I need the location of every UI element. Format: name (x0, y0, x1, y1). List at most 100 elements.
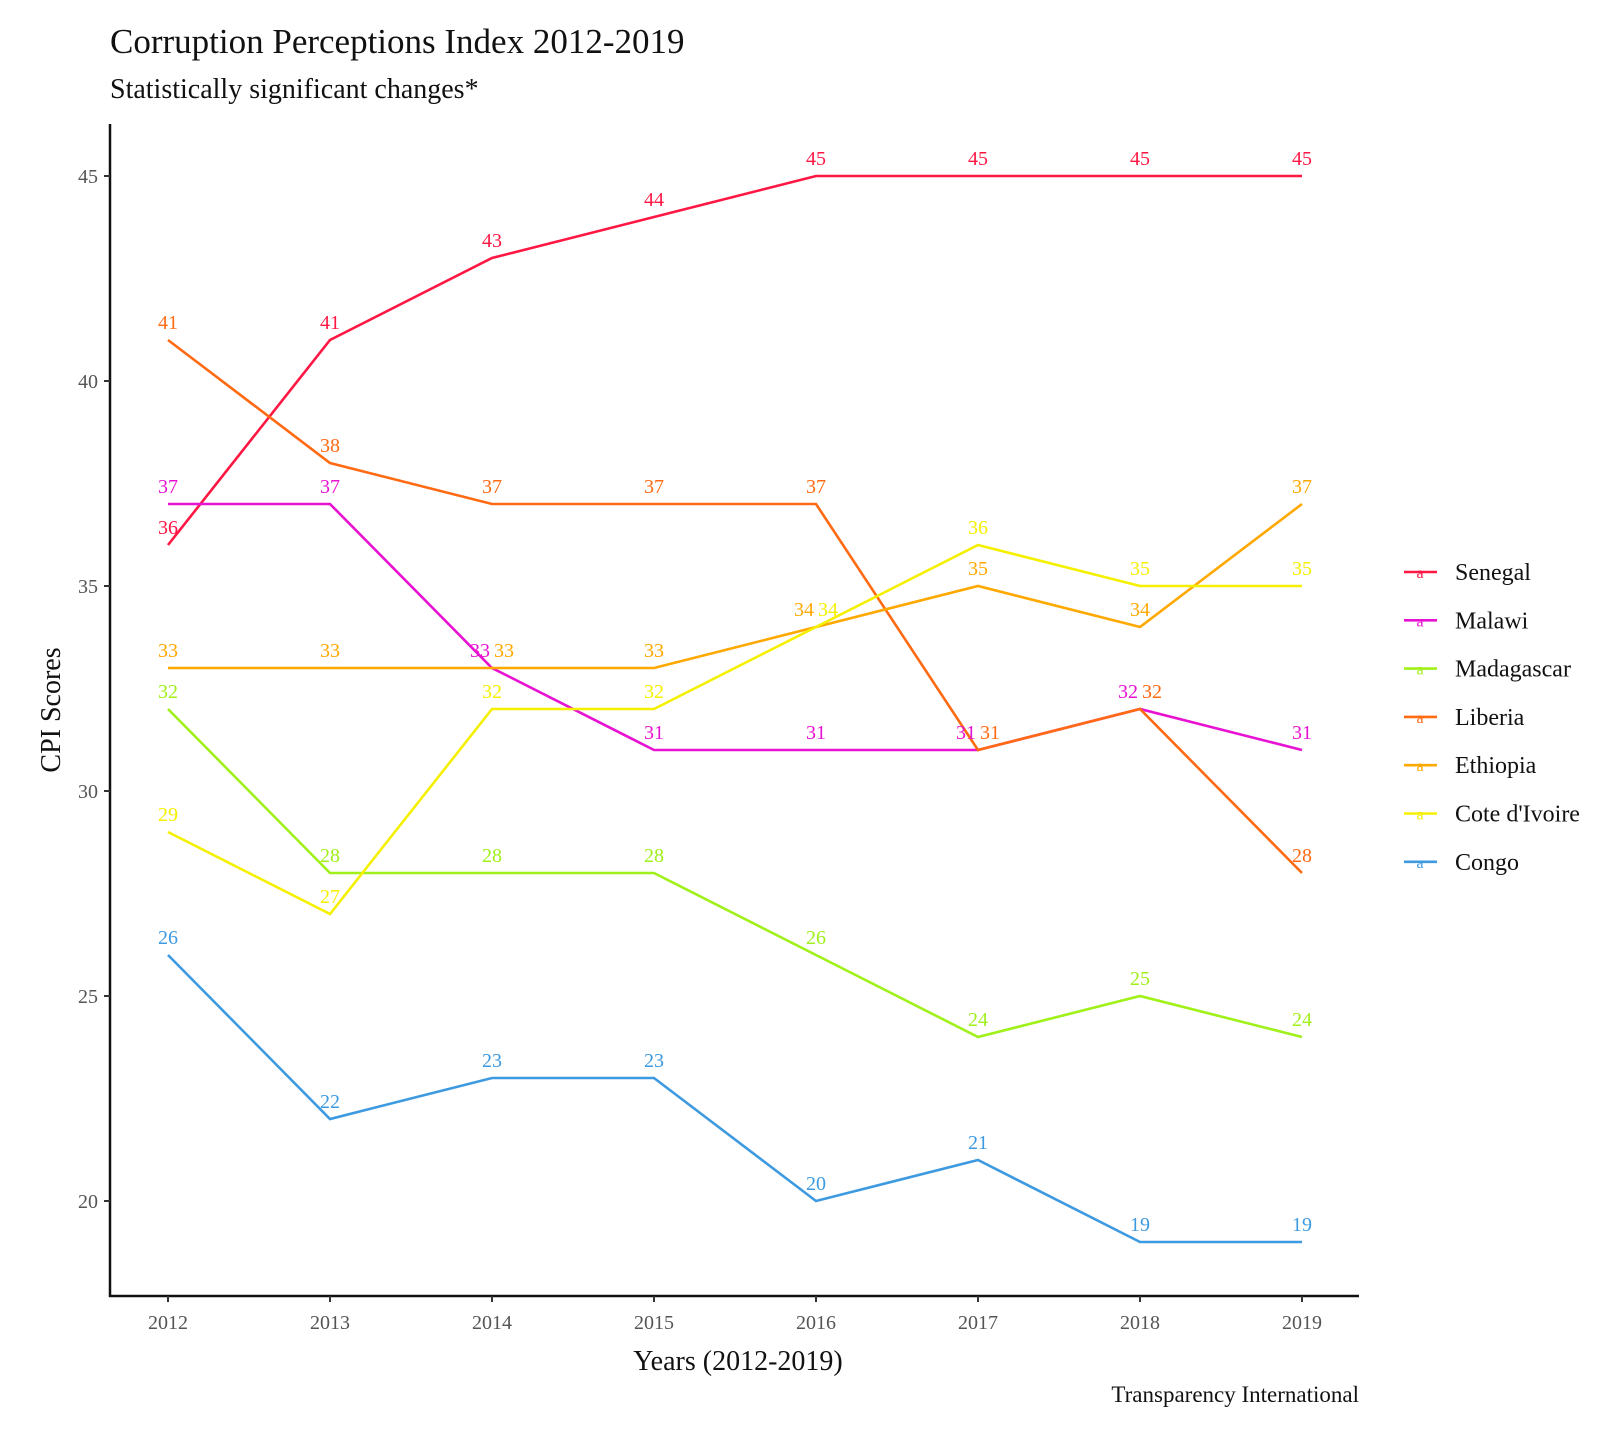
data-label: 31 (1292, 722, 1312, 744)
legend-key-glyph: a (1416, 662, 1423, 679)
data-label: 37 (806, 476, 826, 498)
data-label: 44 (644, 189, 664, 211)
x-tick-label: 2018 (1120, 1312, 1160, 1334)
data-label: 32 (158, 681, 178, 703)
data-label: 33 (644, 640, 664, 662)
series-line-cote-d-ivoire (167, 543, 1302, 916)
x-tick-label: 2014 (472, 1312, 512, 1334)
y-tick-label: 25 (78, 986, 98, 1008)
caption: Transparency International (1111, 1382, 1359, 1407)
legend-label: Ethiopia (1455, 753, 1537, 779)
legend: a Senegal a Malawi a Madagascar a Liberia a Ethio… (1404, 560, 1580, 876)
series-line-liberia (167, 338, 1303, 874)
data-label: 25 (1130, 968, 1150, 990)
y-tick-label: 45 (78, 166, 98, 188)
legend-key-glyph: a (1416, 710, 1423, 727)
x-tick-label: 2017 (958, 1312, 998, 1334)
legend-label: Malawi (1455, 608, 1529, 634)
data-label: 23 (482, 1050, 502, 1072)
data-label: 43 (482, 230, 502, 252)
legend-key-glyph: a (1416, 807, 1423, 824)
data-label: 33 (494, 640, 514, 662)
series-line-malawi (168, 502, 1303, 752)
data-label: 41 (158, 312, 178, 334)
data-label: 34 (818, 599, 838, 621)
legend-item: a Senegal (1404, 560, 1531, 586)
data-label: 45 (806, 148, 826, 170)
x-tick-label: 2019 (1282, 1312, 1322, 1334)
x-tick-label: 2015 (634, 1312, 674, 1334)
data-label: 24 (1292, 1009, 1312, 1031)
data-label: 41 (320, 312, 340, 334)
data-label: 32 (644, 681, 664, 703)
data-label: 21 (968, 1132, 988, 1154)
data-label: 37 (320, 476, 340, 498)
data-label: 32 (1142, 681, 1162, 703)
data-label: 37 (1292, 476, 1312, 498)
chart-title: Corruption Perceptions Index 2012-2019 (110, 22, 685, 61)
data-label: 45 (968, 148, 988, 170)
data-label: 19 (1292, 1214, 1312, 1236)
legend-item: a Ethiopia (1404, 753, 1537, 779)
data-label: 19 (1130, 1214, 1150, 1236)
chart-subtitle: Statistically significant changes* (110, 74, 479, 105)
legend-item: a Liberia (1404, 705, 1525, 731)
data-label: 26 (158, 927, 178, 949)
legend-item: a Malawi (1404, 608, 1529, 634)
data-label: 36 (158, 517, 178, 539)
y-axis-title: CPI Scores (36, 647, 67, 772)
legend-item: a Cote d'Ivoire (1404, 802, 1580, 828)
data-label: 31 (644, 722, 664, 744)
series-line-madagascar (167, 708, 1303, 1039)
legend-label: Senegal (1455, 560, 1531, 586)
legend-label: Congo (1455, 850, 1519, 876)
legend-key-glyph: a (1416, 758, 1423, 775)
data-label: 37 (158, 476, 178, 498)
x-tick-label: 2016 (796, 1312, 836, 1334)
data-label: 20 (806, 1173, 826, 1195)
data-label: 37 (644, 476, 664, 498)
data-label: 28 (644, 845, 664, 867)
data-label: 35 (1130, 558, 1150, 580)
data-label: 28 (1292, 845, 1312, 867)
data-label: 45 (1292, 148, 1312, 170)
legend-label: Cote d'Ivoire (1455, 802, 1580, 828)
data-label: 33 (470, 640, 490, 662)
x-tick-label: 2013 (310, 1312, 350, 1334)
data-label: 33 (158, 640, 178, 662)
legend-key-glyph: a (1416, 613, 1423, 630)
data-label: 34 (1130, 599, 1150, 621)
legend-item: a Congo (1404, 850, 1519, 876)
y-tick-label: 40 (78, 371, 98, 393)
data-label: 28 (482, 845, 502, 867)
y-tick-label: 20 (78, 1191, 98, 1213)
x-tick-label: 2012 (148, 1312, 188, 1334)
data-label: 27 (320, 886, 340, 908)
legend-key-glyph: a (1416, 855, 1423, 872)
legend-item: a Madagascar (1404, 657, 1571, 683)
axes: 20 25 30 35 40 45 2012 2013 2014 2015 2016 2017 2018… (78, 124, 1359, 1334)
series-lines (166, 174, 1303, 1244)
data-label: 29 (158, 804, 178, 826)
data-label: 28 (320, 845, 340, 867)
data-label: 22 (320, 1091, 340, 1113)
data-label: 32 (1118, 681, 1138, 703)
data-label: 31 (980, 722, 1000, 744)
data-label: 34 (794, 599, 814, 621)
data-label: 38 (320, 435, 340, 457)
y-tick-label: 30 (78, 781, 98, 803)
data-label: 23 (644, 1050, 664, 1072)
data-label: 33 (320, 640, 340, 662)
x-axis-title: Years (2012-2019) (633, 1346, 842, 1377)
data-label: 36 (968, 517, 988, 539)
data-label: 35 (968, 558, 988, 580)
series-line-senegal (166, 174, 1302, 546)
data-label: 26 (806, 927, 826, 949)
series-line-congo (167, 954, 1302, 1244)
legend-label: Madagascar (1455, 657, 1571, 683)
series-line-ethiopia (168, 502, 1303, 670)
data-label: 24 (968, 1009, 988, 1031)
legend-key-glyph: a (1416, 565, 1423, 582)
